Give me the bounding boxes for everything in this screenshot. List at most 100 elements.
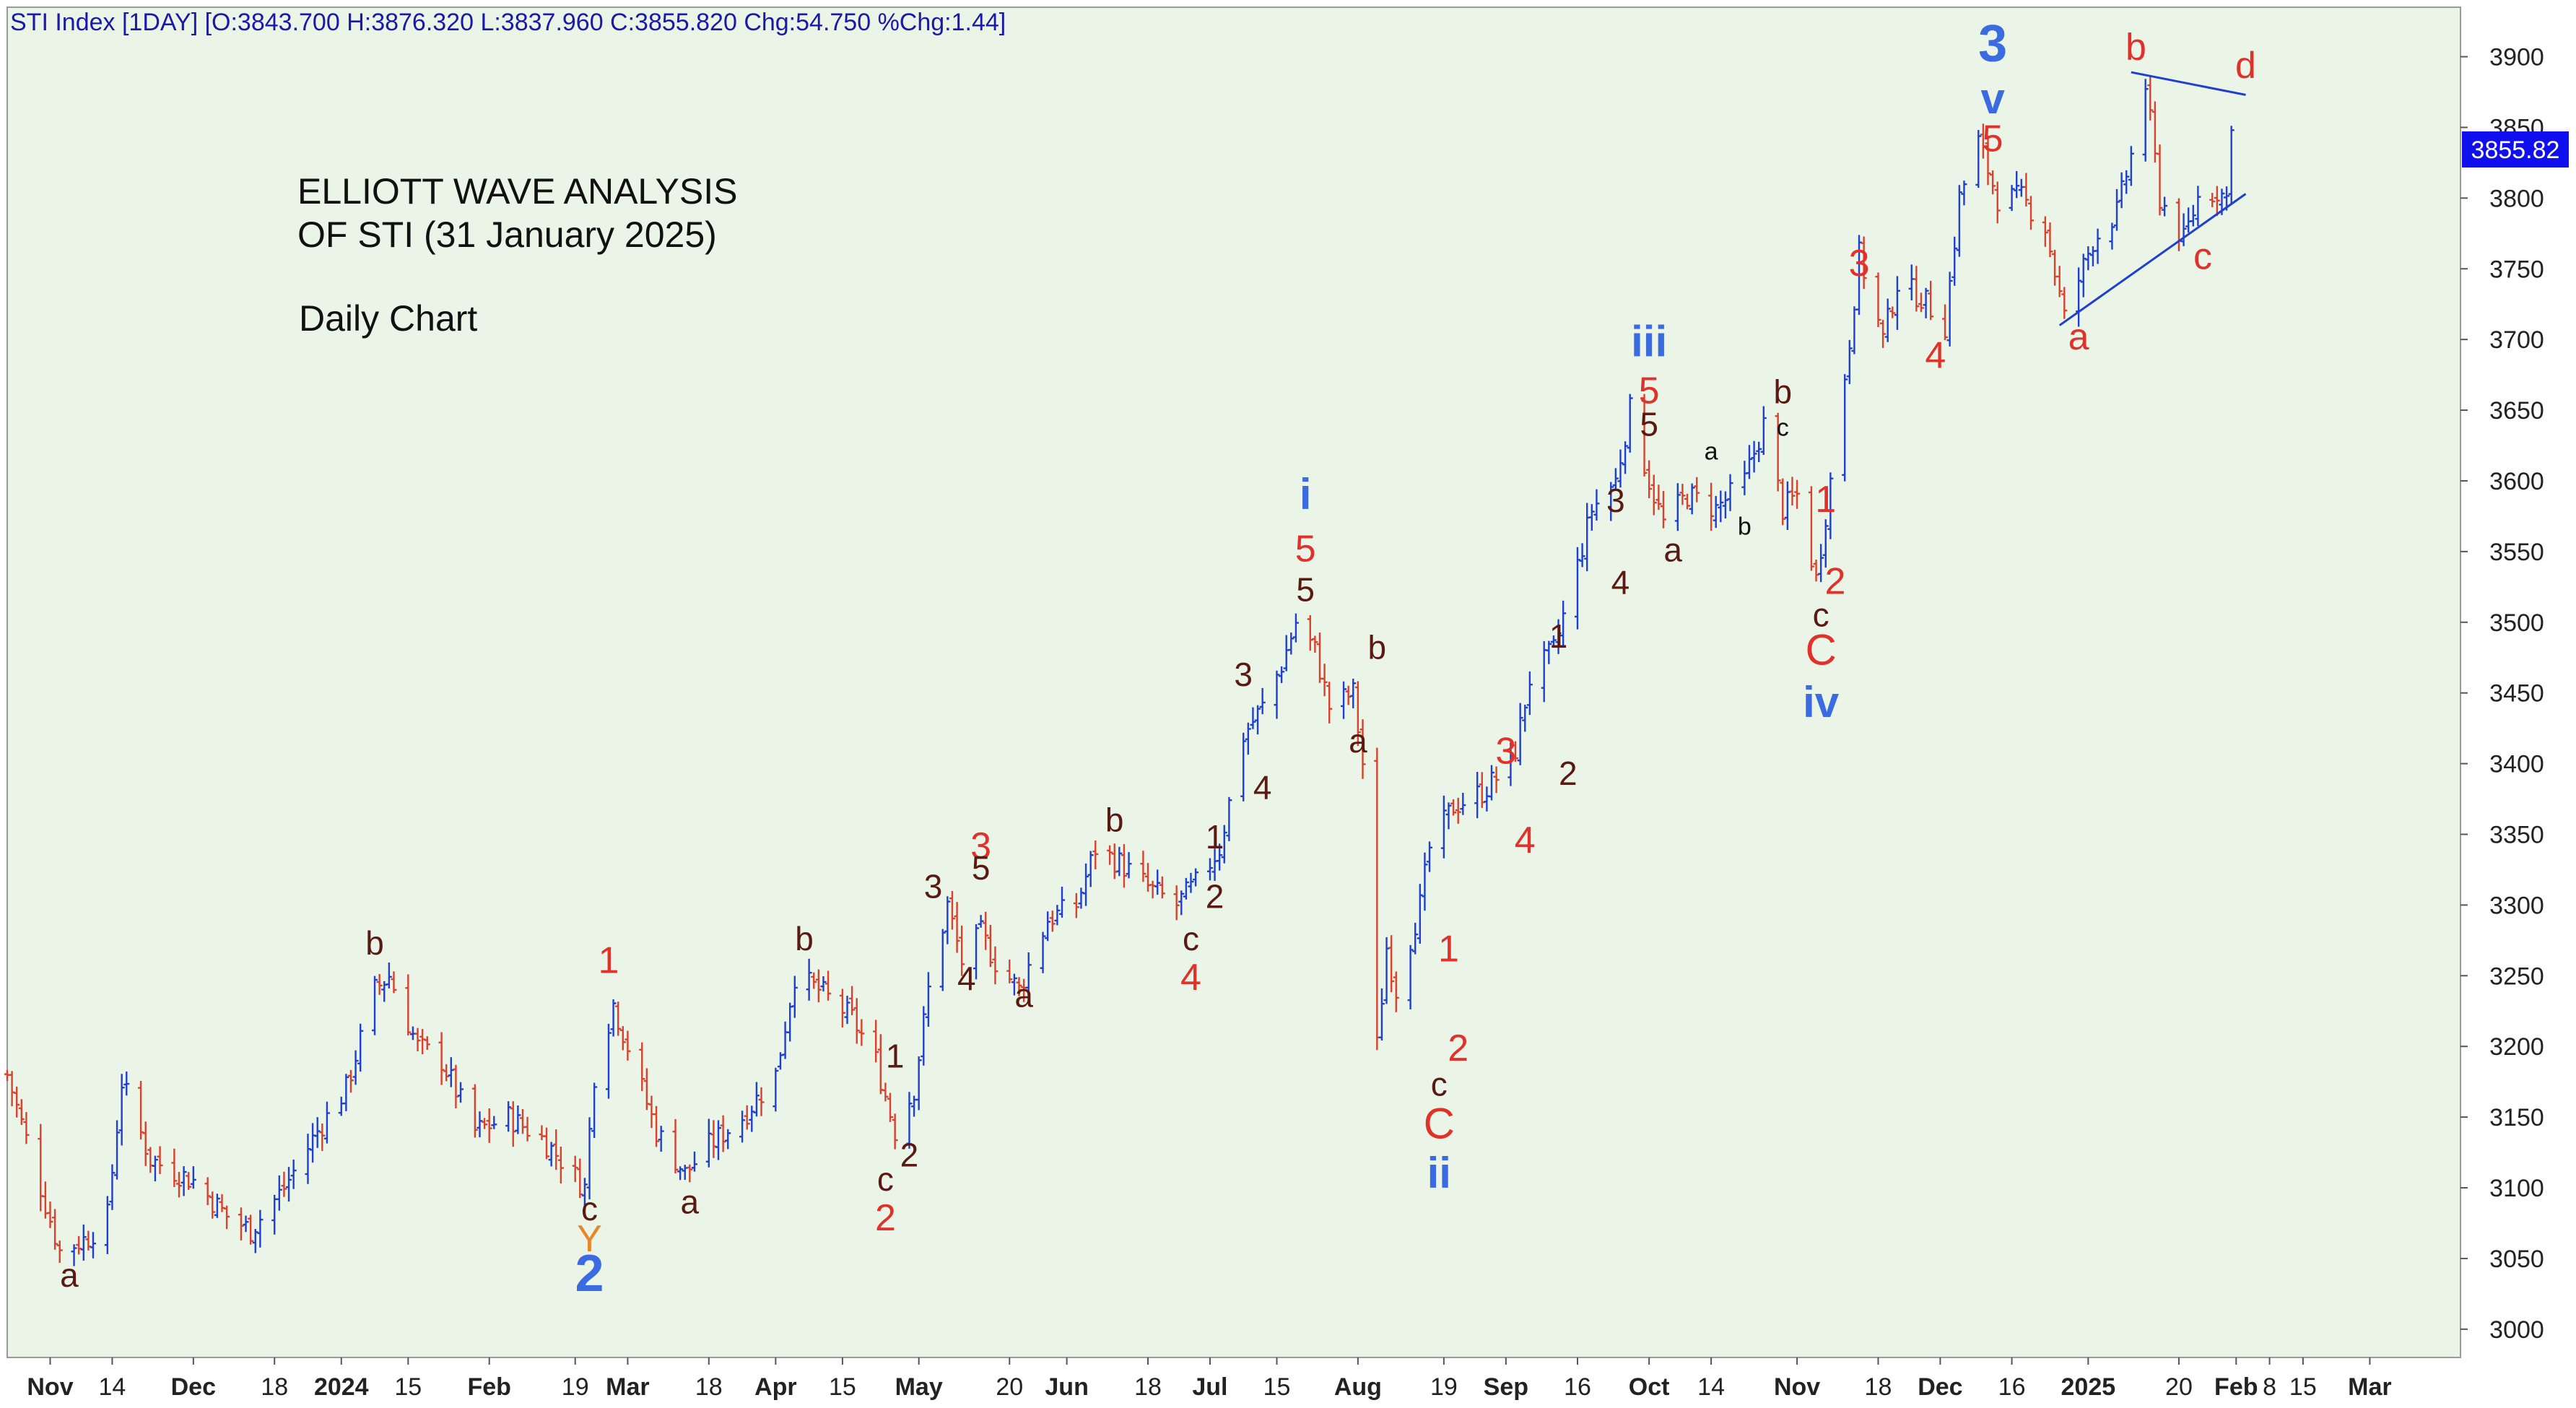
ohlc-bar xyxy=(825,970,832,1001)
wave-label: ii xyxy=(1427,1149,1451,1197)
ohlc-bar xyxy=(577,1158,583,1199)
wave-label: b xyxy=(365,924,384,962)
wave-label: 2 xyxy=(900,1137,919,1174)
ohlc-bar xyxy=(391,971,397,994)
ohlc-bar xyxy=(705,1118,712,1168)
ohlc-bar xyxy=(1226,796,1232,841)
y-tick-label: 3300 xyxy=(2489,892,2544,919)
ohlc-bar xyxy=(892,1113,898,1150)
wave-label: 4 xyxy=(1611,564,1630,601)
ohlc-bar xyxy=(2085,246,2092,271)
ohlc-bar xyxy=(1975,129,1982,188)
x-tick-label: 18 xyxy=(1865,1373,1892,1401)
ohlc-bar xyxy=(1154,869,1161,895)
ohlc-bar xyxy=(1961,181,1967,206)
ohlc-bar xyxy=(372,975,378,1035)
ohlc-bar xyxy=(591,1082,598,1138)
wave-label: a xyxy=(2068,316,2089,358)
ohlc-bar xyxy=(1579,543,1585,568)
ohlc-bar xyxy=(1326,682,1333,723)
wave-label: 5 xyxy=(1295,529,1316,570)
ohlc-bar xyxy=(1474,772,1481,819)
wave-labels: abcY21ab12c23435abc41234i55abcCii1234123… xyxy=(60,14,2256,1303)
ohlc-header: STI Index [1DAY] [O:3843.700 H:3876.320 … xyxy=(10,9,1006,36)
wave-label: i xyxy=(1300,470,1312,518)
ohlc-bar xyxy=(52,1209,58,1250)
ohlc-bar xyxy=(2061,287,2068,319)
ohlc-bar xyxy=(114,1120,121,1180)
ohlc-bar xyxy=(1655,484,1662,510)
ohlc-bar xyxy=(992,946,998,985)
ohlc-bar xyxy=(1608,482,1614,521)
ohlc-bar xyxy=(1460,793,1466,815)
ohlc-bar xyxy=(1188,872,1194,893)
ohlc-bar xyxy=(1875,272,1881,327)
wave-label: 1 xyxy=(1206,818,1224,856)
ohlc-bar xyxy=(214,1194,220,1218)
x-tick-label: Oct xyxy=(1629,1373,1670,1401)
ohlc-bar xyxy=(815,969,822,1003)
ohlc-bar xyxy=(347,1069,354,1093)
triangle-trendlines xyxy=(2058,71,2247,326)
ohlc-bar xyxy=(1245,722,1251,755)
ohlc-bar xyxy=(471,1084,478,1138)
ohlc-bar xyxy=(323,1101,330,1144)
wave-label: 4 xyxy=(1515,820,1536,861)
ohlc-bar xyxy=(1159,876,1165,899)
wave-label: Y xyxy=(577,1218,602,1260)
ohlc-bar xyxy=(2114,188,2120,231)
ohlc-bar xyxy=(548,1142,554,1167)
ohlc-bar xyxy=(343,1074,349,1111)
ohlc-bar xyxy=(1279,666,1285,683)
wave-label: b xyxy=(2125,26,2146,68)
wave-label: iii xyxy=(1631,318,1667,366)
ohlc-bar xyxy=(1846,339,1853,384)
ohlc-bar xyxy=(858,1019,865,1046)
ohlc-bar xyxy=(1059,887,1066,918)
ohlc-bar xyxy=(257,1209,264,1248)
wave-label: a xyxy=(1014,976,1033,1014)
ohlc-bar xyxy=(204,1177,211,1205)
x-tick-label: 18 xyxy=(695,1373,723,1401)
ohlc-bar xyxy=(658,1126,664,1152)
ohlc-bar xyxy=(243,1215,249,1233)
ohlc-bar xyxy=(1994,181,2001,224)
ohlc-bar xyxy=(1054,905,1061,926)
ohlc-bar xyxy=(1140,851,1146,882)
ohlc-bar xyxy=(443,1064,450,1082)
ohlc-bar xyxy=(672,1118,679,1173)
x-tick-label: Mar xyxy=(2348,1373,2391,1401)
ohlc-bar xyxy=(1092,840,1099,869)
ohlc-bar xyxy=(1674,483,1681,531)
ohlc-bar xyxy=(2056,266,2063,297)
last-price-label: 3855.82 xyxy=(2471,136,2560,164)
ohlc-bar xyxy=(2128,146,2134,186)
ohlc-bar xyxy=(1660,490,1666,529)
ohlc-bar xyxy=(1612,468,1619,490)
wave-label: 5 xyxy=(1296,570,1315,608)
ohlc-bar xyxy=(739,1111,746,1143)
ohlc-bar xyxy=(544,1127,550,1160)
wave-label: 3 xyxy=(924,868,943,905)
x-tick-label: 15 xyxy=(1263,1373,1291,1401)
wave-label: v xyxy=(1980,74,2005,123)
ohlc-bar xyxy=(1928,280,1934,321)
ohlc-bar xyxy=(2023,173,2029,207)
ohlc-bar xyxy=(209,1191,216,1219)
wave-label: 3 xyxy=(1606,482,1625,519)
x-tick-label: Dec xyxy=(171,1373,216,1401)
wave-label: a xyxy=(60,1256,79,1294)
ohlc-bar xyxy=(186,1172,192,1190)
ohlc-bar xyxy=(1842,374,1848,482)
ohlc-bar xyxy=(2094,228,2101,264)
ohlc-bar xyxy=(2042,216,2048,247)
ohlc-bar xyxy=(1250,707,1256,729)
x-tick-label: Jul xyxy=(1192,1373,1227,1401)
ohlc-bar xyxy=(1221,825,1227,864)
ohlc-bar xyxy=(1178,890,1185,916)
ohlc-bar xyxy=(477,1111,483,1138)
ohlc-bar xyxy=(1722,491,1728,519)
ohlc-bar xyxy=(773,1067,779,1112)
ohlc-bar xyxy=(1694,477,1700,503)
